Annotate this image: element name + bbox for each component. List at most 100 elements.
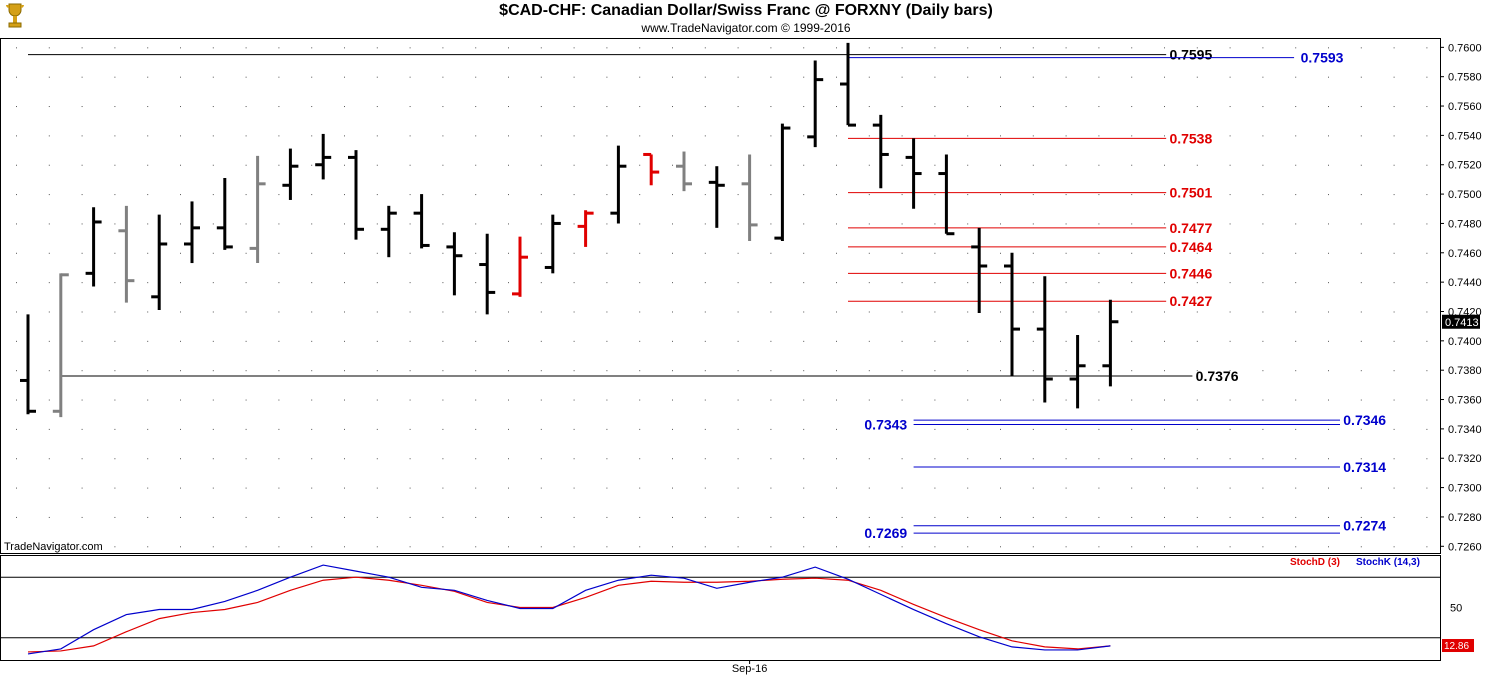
grid-dot (442, 164, 444, 166)
grid-dot (934, 194, 936, 196)
grid-dot (803, 194, 805, 196)
grid-dot (81, 516, 83, 518)
grid-dot (573, 135, 575, 137)
grid-dot (606, 135, 608, 137)
grid-dot (1426, 194, 1428, 196)
grid-dot (508, 106, 509, 108)
grid-dot (1196, 76, 1198, 78)
grid-dot (1229, 252, 1231, 254)
grid-dot (540, 516, 542, 518)
grid-dot (1328, 516, 1329, 518)
grid-dot (81, 546, 83, 548)
grid-dot (212, 106, 214, 108)
grid-dot (16, 76, 17, 78)
grid-dot (868, 399, 870, 401)
grid-dot (311, 399, 313, 401)
grid-dot (311, 194, 313, 196)
grid-dot (442, 370, 444, 372)
grid-dot (16, 516, 17, 518)
grid-dot (836, 47, 837, 49)
grid-dot (48, 223, 50, 225)
grid-dot (1196, 164, 1198, 166)
grid-dot (606, 164, 608, 166)
grid-dot (1229, 223, 1231, 225)
grid-dot (573, 164, 575, 166)
grid-dot (1098, 458, 1100, 460)
grid-dot (1262, 76, 1264, 78)
grid-dot (1360, 311, 1362, 313)
grid-dot (704, 106, 706, 108)
grid-dot (1032, 252, 1034, 254)
grid-dot (1262, 458, 1264, 460)
grid-dot (376, 340, 378, 342)
grid-dot (1393, 47, 1395, 49)
grid-dot (1328, 194, 1329, 196)
grid-dot (934, 106, 936, 108)
grid-dot (1426, 76, 1428, 78)
grid-dot (114, 458, 116, 460)
grid-dot (344, 458, 345, 460)
grid-dot (376, 164, 378, 166)
grid-dot (1328, 370, 1329, 372)
grid-dot (639, 399, 641, 401)
grid-dot (442, 399, 444, 401)
grid-dot (934, 47, 936, 49)
y-tick-label: 0.7340 (1448, 424, 1482, 436)
grid-dot (409, 135, 411, 137)
grid-dot (1164, 223, 1165, 225)
grid-dot (1295, 76, 1297, 78)
grid-dot (1360, 164, 1362, 166)
grid-dot (48, 106, 50, 108)
grid-dot (1000, 164, 1001, 166)
grid-dot (1032, 370, 1034, 372)
grid-dot (573, 546, 575, 548)
grid-dot (1196, 47, 1198, 49)
grid-dot (967, 282, 969, 284)
grid-dot (639, 282, 641, 284)
grid-dot (606, 516, 608, 518)
grid-dot (737, 516, 739, 518)
grid-dot (114, 135, 116, 137)
grid-dot (606, 47, 608, 49)
grid-dot (770, 252, 772, 254)
grid-dot (803, 399, 805, 401)
grid-dot (180, 370, 181, 372)
grid-dot (48, 282, 50, 284)
grid-dot (901, 399, 903, 401)
x-tick-label: Sep-16 (732, 663, 767, 675)
grid-dot (81, 135, 83, 137)
grid-dot (1360, 106, 1362, 108)
grid-dot (1328, 487, 1329, 489)
grid-dot (245, 164, 247, 166)
grid-dot (803, 106, 805, 108)
grid-dot (475, 252, 477, 254)
grid-dot (278, 370, 280, 372)
grid-dot (212, 399, 214, 401)
y-tick-label: 0.7600 (1448, 42, 1482, 54)
grid-dot (704, 458, 706, 460)
grid-dot (737, 47, 739, 49)
grid-dot (1262, 252, 1264, 254)
grid-dot (1393, 340, 1395, 342)
grid-dot (1098, 546, 1100, 548)
grid-dot (1196, 340, 1198, 342)
grid-dot (1196, 106, 1198, 108)
trophy-icon (6, 3, 24, 28)
grid-dot (1393, 546, 1395, 548)
grid-dot (1000, 194, 1001, 196)
grid-dot (1229, 428, 1231, 430)
grid-dot (16, 47, 17, 49)
grid-dot (1262, 546, 1264, 548)
stoch-legend-label: StochK (14,3) (1356, 557, 1420, 568)
grid-dot (868, 47, 870, 49)
grid-dot (1229, 340, 1231, 342)
grid-dot (1295, 164, 1297, 166)
grid-dot (1328, 252, 1329, 254)
grid-dot (967, 47, 969, 49)
grid-dot (540, 164, 542, 166)
grid-dot (672, 399, 673, 401)
grid-dot (212, 546, 214, 548)
grid-dot (1295, 47, 1297, 49)
grid-dot (344, 340, 345, 342)
grid-dot (376, 106, 378, 108)
